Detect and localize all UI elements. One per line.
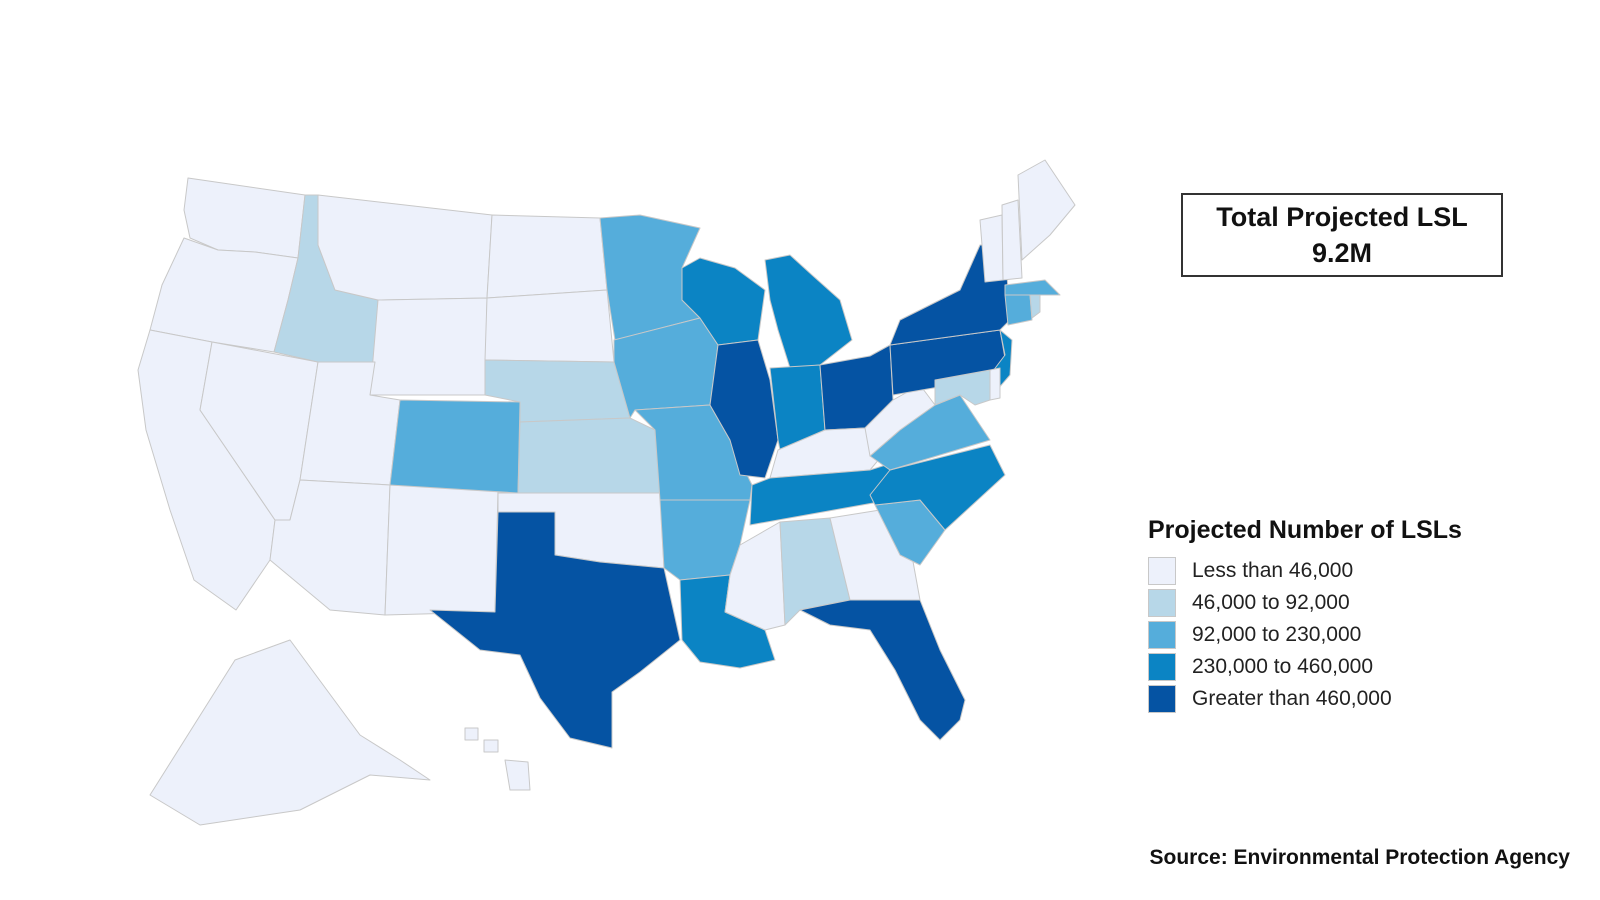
state-ri bbox=[1029, 294, 1041, 319]
state-nc bbox=[869, 444, 1006, 531]
state-hi bbox=[464, 727, 531, 791]
legend-label: 230,000 to 460,000 bbox=[1192, 655, 1374, 678]
legend-item: 230,000 to 460,000 bbox=[1148, 651, 1462, 683]
state-ct bbox=[1004, 294, 1033, 326]
legend-label: Less than 46,000 bbox=[1192, 559, 1354, 582]
legend-item: 46,000 to 92,000 bbox=[1148, 587, 1462, 619]
state-ny bbox=[889, 244, 1011, 346]
state-mi bbox=[764, 254, 853, 369]
state-ma bbox=[1004, 279, 1061, 296]
state-ak bbox=[149, 639, 431, 826]
legend-swatch bbox=[1148, 557, 1176, 585]
legend: Projected Number of LSLs Less than 46,00… bbox=[1148, 516, 1462, 715]
state-nm bbox=[384, 484, 499, 616]
state-sd bbox=[484, 289, 615, 363]
total-projected-label: Total Projected LSL bbox=[1216, 202, 1468, 232]
state-il bbox=[709, 339, 779, 479]
legend-label: 46,000 to 92,000 bbox=[1192, 591, 1350, 614]
state-nh bbox=[1001, 199, 1023, 281]
state-me bbox=[1017, 159, 1076, 261]
legend-label: 92,000 to 230,000 bbox=[1192, 623, 1362, 646]
state-mt bbox=[317, 194, 493, 301]
state-co bbox=[389, 399, 521, 494]
state-nd bbox=[486, 214, 608, 299]
legend-item: 92,000 to 230,000 bbox=[1148, 619, 1462, 651]
source-credit: Source: Environmental Protection Agency bbox=[1149, 846, 1570, 869]
total-projected-box: Total Projected LSL 9.2M bbox=[1181, 193, 1503, 277]
legend-title: Projected Number of LSLs bbox=[1148, 516, 1462, 544]
legend-item: Greater than 460,000 bbox=[1148, 683, 1462, 715]
legend-label: Greater than 460,000 bbox=[1192, 687, 1392, 710]
state-de bbox=[989, 367, 1001, 401]
us-choropleth-map bbox=[137, 159, 1076, 826]
map-svg bbox=[137, 159, 1076, 826]
total-projected-value: 9.2M bbox=[1311, 238, 1373, 268]
legend-swatch bbox=[1148, 621, 1176, 649]
state-ks bbox=[517, 417, 661, 494]
legend-swatch bbox=[1148, 685, 1176, 713]
state-fl bbox=[799, 599, 966, 741]
legend-swatch bbox=[1148, 589, 1176, 617]
legend-item: Less than 46,000 bbox=[1148, 555, 1462, 587]
legend-swatch bbox=[1148, 653, 1176, 681]
state-tx bbox=[429, 511, 681, 749]
state-wy bbox=[369, 297, 488, 396]
